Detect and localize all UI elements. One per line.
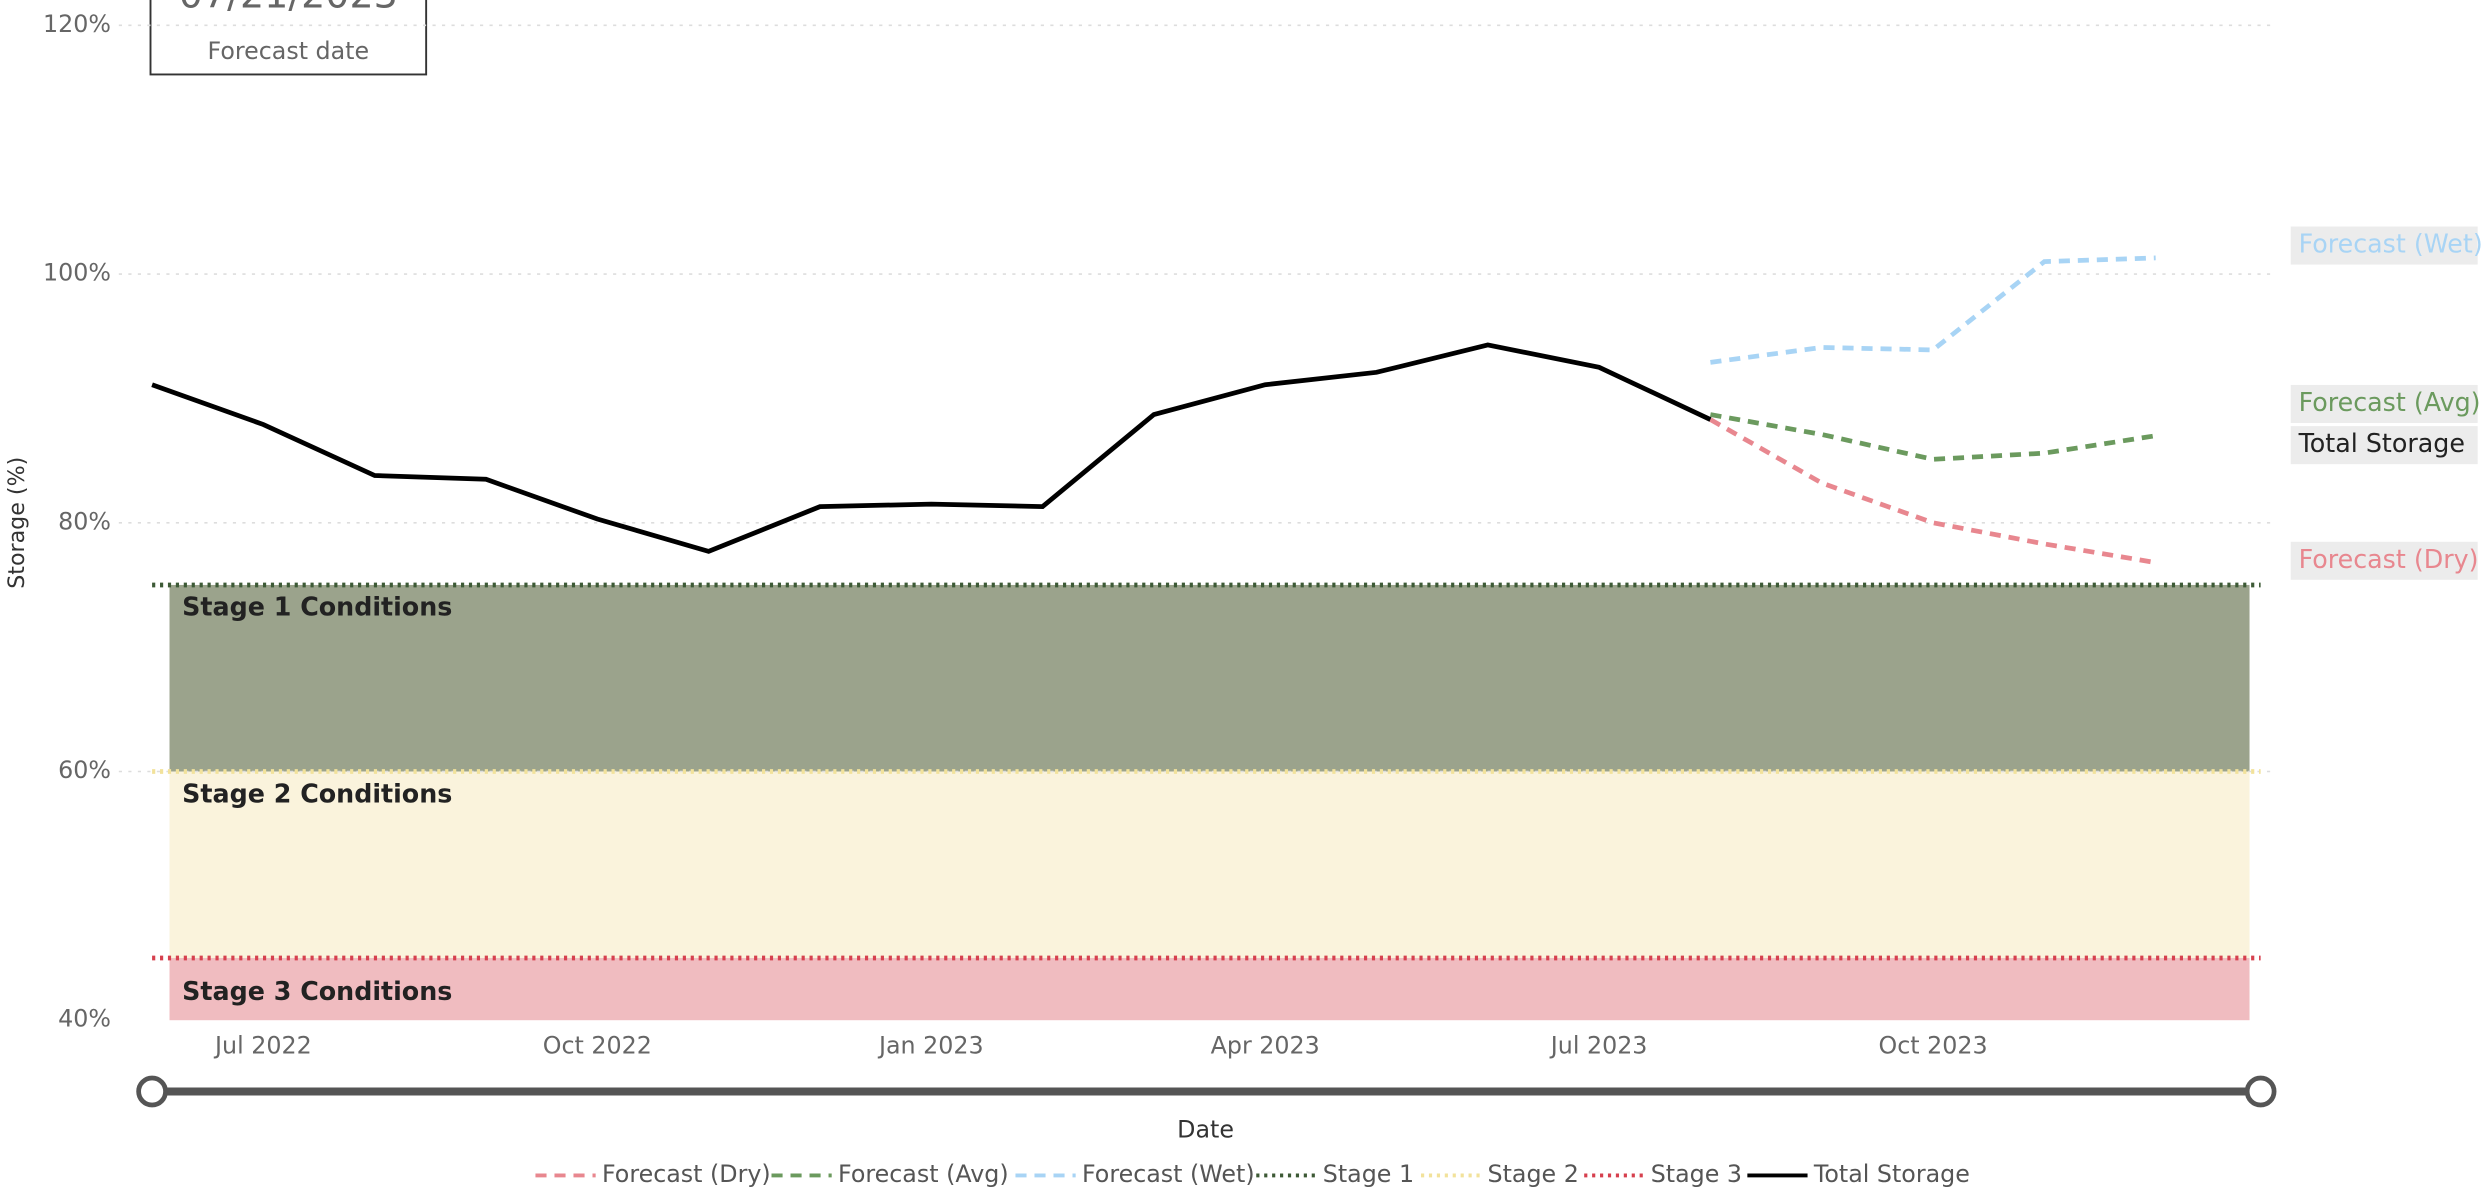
y-tick-label: 120% [43, 10, 111, 38]
end-label: Forecast (Dry) [2290, 541, 2479, 580]
end-label-text: Forecast (Dry) [2299, 544, 2479, 574]
x-tick-label: Oct 2023 [1879, 1032, 1988, 1060]
end-label-bg [2290, 426, 2478, 465]
y-tick-label: 60% [58, 756, 111, 784]
end-label: Forecast (Avg) [2290, 384, 2481, 423]
x-axis-title: Date [1177, 1116, 1234, 1144]
y-tick-label: 40% [58, 1005, 111, 1033]
series-line [1709, 412, 2157, 462]
y-tick-label: 80% [58, 507, 111, 535]
end-label-text: Total Storage [2298, 428, 2465, 458]
end-label-bg [2290, 541, 2478, 580]
x-tick-label: Jul 2023 [1549, 1032, 1648, 1060]
legend-label: Total Storage [1813, 1160, 1970, 1188]
y-axis-title: Storage (%) [4, 457, 30, 589]
series-line [1709, 417, 2157, 565]
end-label-bg [2290, 226, 2478, 265]
series-line [151, 342, 1712, 554]
end-label-bg [2290, 384, 2478, 423]
card-label: Forecast date [208, 37, 370, 65]
range-slider-handle[interactable] [136, 1075, 168, 1108]
stage-band [169, 958, 2250, 1021]
range-slider-handle[interactable] [2244, 1075, 2277, 1108]
x-tick-label: Jul 2022 [213, 1032, 312, 1060]
end-label-text: Forecast (Wet) [2299, 229, 2483, 259]
legend-label: Stage 3 [1651, 1160, 1742, 1188]
legend-label: Forecast (Dry) [602, 1160, 771, 1188]
legend-label: Stage 2 [1488, 1160, 1579, 1188]
band-label: Stage 1 Conditions [182, 592, 452, 622]
legend-label: Stage 1 [1323, 1160, 1414, 1188]
stage-band [169, 771, 2250, 959]
legend-label: Forecast (Avg) [838, 1160, 1009, 1188]
band-label: Stage 2 Conditions [182, 778, 452, 808]
legend-label: Forecast (Wet) [1082, 1160, 1255, 1188]
x-tick-label: Jan 2023 [877, 1032, 984, 1060]
y-tick-label: 100% [43, 259, 111, 287]
series-line [1710, 255, 2156, 365]
end-label: Total Storage [2290, 426, 2478, 465]
card-value: 07/21/2023 [179, 0, 398, 16]
forecast-card [149, 0, 428, 76]
band-label: Stage 3 Conditions [182, 976, 452, 1006]
x-tick-label: Apr 2023 [1211, 1032, 1320, 1060]
end-label: Forecast (Wet) [2290, 226, 2483, 265]
stage-band [169, 584, 2250, 772]
end-label-text: Forecast (Avg) [2299, 387, 2481, 417]
x-tick-label: Oct 2022 [543, 1032, 652, 1060]
